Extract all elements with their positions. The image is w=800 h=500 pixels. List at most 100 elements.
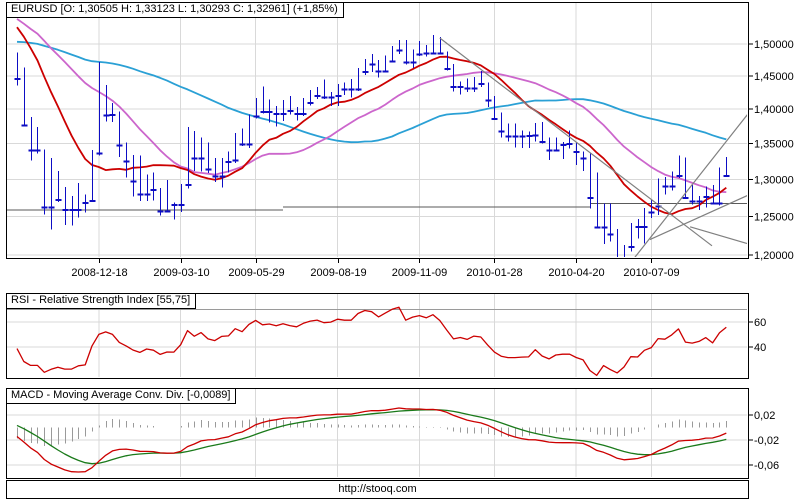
axis-label: 0,02 <box>754 410 775 422</box>
candle-body <box>116 144 123 147</box>
candle-body <box>287 110 294 112</box>
candle-body <box>82 201 89 204</box>
axis-label: 1,35000 <box>754 139 794 151</box>
macd-signal-line <box>16 409 727 465</box>
candle-body <box>526 134 533 137</box>
candle-body <box>328 96 335 99</box>
candle-body <box>123 160 130 163</box>
axis-label: 2009-11-09 <box>392 267 447 279</box>
candle-body <box>150 189 157 192</box>
axis-label: 1,25000 <box>754 211 794 223</box>
candle-body <box>546 149 553 152</box>
candle-body <box>641 225 648 228</box>
rsi-gridlines <box>7 294 747 377</box>
axis-label: 2010-07-09 <box>623 267 679 279</box>
candle-body <box>307 102 314 104</box>
axis-label: -0,02 <box>754 435 779 447</box>
candle-body <box>178 204 185 207</box>
candle-body <box>355 88 362 91</box>
axis-label: 2009-08-19 <box>310 267 366 279</box>
moving-averages <box>16 18 727 216</box>
candle-body <box>273 112 280 115</box>
candle-body <box>532 134 539 137</box>
candle-body <box>587 196 594 199</box>
candle-body <box>512 135 519 138</box>
candle-body <box>716 202 723 205</box>
axis-label: 1,40000 <box>754 104 794 116</box>
candle-body <box>710 202 717 205</box>
candle-body <box>185 184 192 187</box>
axis-labels: 1,50000 1,45000 1,40000 1,35000 1,30000 1,250… <box>71 39 793 472</box>
macd-panel-border <box>6 388 749 479</box>
rsi-line <box>16 306 727 377</box>
candle-body <box>553 149 560 152</box>
candle-body <box>457 86 464 88</box>
rsi-panel-border <box>6 293 749 379</box>
candle-body <box>225 161 232 164</box>
candle-body <box>369 63 376 66</box>
macd-panel <box>7 389 747 477</box>
axis-label: 1,45000 <box>754 71 794 83</box>
candle-body <box>437 52 444 55</box>
candle-body <box>69 209 76 212</box>
candle-body <box>444 68 451 71</box>
candle-body <box>341 88 348 91</box>
candle-body <box>260 111 267 114</box>
candle-body <box>403 61 410 64</box>
macd-histogram <box>17 417 727 446</box>
axis-label: 1,50000 <box>754 39 794 51</box>
candle-body <box>130 180 137 183</box>
candle-body <box>171 204 178 207</box>
candle-body <box>519 135 526 138</box>
candle-body <box>396 49 403 52</box>
axis-label: 2010-04-20 <box>548 267 604 279</box>
candle-body <box>89 199 96 202</box>
trendlines <box>439 37 747 257</box>
candle-body <box>300 112 307 115</box>
candle-body <box>314 95 321 97</box>
candle-body <box>382 70 389 73</box>
candle-body <box>648 211 655 214</box>
candle-body <box>144 193 151 196</box>
candle-body <box>253 115 260 118</box>
candle-body <box>491 117 498 120</box>
axis-label: 2008-12-18 <box>71 267 127 279</box>
axis-label: 40 <box>754 342 766 354</box>
axis-label: 2010-01-28 <box>466 267 522 279</box>
candle-body <box>580 157 587 160</box>
candle-body <box>601 226 608 229</box>
candle-body <box>594 226 601 229</box>
candle-body <box>566 143 573 146</box>
candle-body <box>539 141 546 143</box>
candle-body <box>410 61 417 64</box>
candle-body <box>219 175 226 178</box>
candle-body <box>635 225 642 228</box>
candle-body <box>55 198 62 201</box>
candle-body <box>416 53 423 56</box>
candle-body <box>321 96 328 99</box>
candle-body <box>75 209 82 212</box>
candle-body <box>62 208 69 211</box>
candle-body <box>703 196 710 199</box>
candle-body <box>41 206 48 209</box>
support-lines <box>7 202 747 211</box>
candle-body <box>676 175 683 178</box>
panel-borders <box>6 2 749 479</box>
candle-body <box>682 196 689 199</box>
candle-body <box>696 200 703 203</box>
candle-body <box>164 210 171 213</box>
candle-body <box>212 175 219 178</box>
candle-body <box>48 206 55 209</box>
candle-body <box>14 77 21 80</box>
candle-body <box>294 112 301 115</box>
candle-body <box>109 114 116 117</box>
price-gridlines <box>7 3 747 257</box>
candle-body <box>375 70 382 73</box>
axis-label: 2009-05-29 <box>228 267 284 279</box>
macd-main-line <box>16 407 727 473</box>
candle-body <box>498 130 505 133</box>
candle-body <box>430 52 437 55</box>
candle-body <box>232 159 239 162</box>
candle-body <box>573 151 580 154</box>
